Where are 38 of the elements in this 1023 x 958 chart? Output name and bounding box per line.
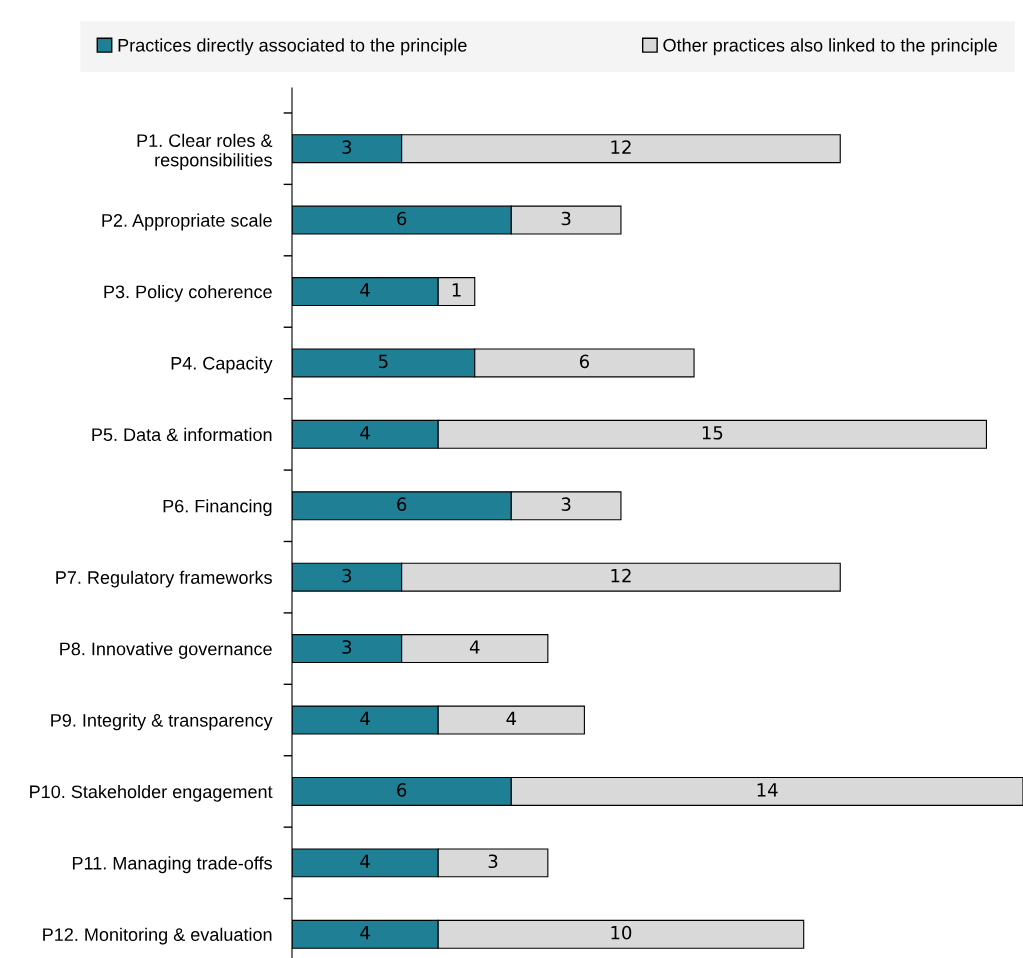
y-tick-label: P12. Monitoring & evaluation — [43, 927, 272, 945]
data-label: 4 — [360, 283, 370, 297]
data-label: 1 — [452, 283, 461, 297]
data-label: 6 — [397, 211, 407, 226]
data-label: 5 — [379, 354, 388, 369]
data-label: 10 — [611, 925, 632, 940]
data-label: 4 — [360, 926, 370, 940]
data-label: 4 — [469, 640, 480, 654]
data-label: 6 — [397, 783, 407, 797]
data-label: 12 — [611, 140, 631, 154]
y-tick-label: P10. Stakeholder engagement — [30, 784, 273, 802]
y-tick-label: P6. Financing — [163, 499, 272, 517]
data-label: 6 — [397, 497, 407, 512]
data-label: 3 — [561, 211, 571, 226]
y-tick-label: P1. Clear roles & responsibilities — [137, 133, 273, 170]
y-tick-label: P11. Managing trade-offs — [72, 856, 272, 874]
data-label: 3 — [488, 854, 498, 869]
y-tick-label: P3. Policy coherence — [104, 284, 272, 302]
data-label: 3 — [342, 640, 352, 654]
data-label: 4 — [360, 426, 370, 440]
data-label: 3 — [561, 497, 571, 512]
data-label: 3 — [342, 568, 352, 583]
y-tick-label: P7. Regulatory frameworks — [56, 570, 272, 588]
y-tick-label: P5. Data & information — [92, 427, 272, 442]
data-label: 4 — [506, 711, 517, 726]
data-label: 4 — [360, 711, 370, 726]
data-label: 4 — [360, 854, 370, 868]
y-tick-label: P8. Innovative governance — [60, 642, 272, 659]
y-tick-label: P9. Integrity & transparency — [51, 713, 273, 731]
data-label: 3 — [342, 140, 352, 154]
y-tick-label: P2. Appropriate scale — [102, 213, 272, 231]
data-label: 15 — [702, 426, 723, 440]
data-label: 14 — [757, 783, 778, 797]
y-tick-label: P4. Capacity — [171, 356, 273, 374]
legend-label: Practices directly associated to the principle — [118, 38, 467, 56]
legend-label: Other practices also linked to the principle — [663, 38, 997, 56]
data-label: 12 — [611, 568, 631, 583]
data-label: 6 — [579, 354, 590, 369]
